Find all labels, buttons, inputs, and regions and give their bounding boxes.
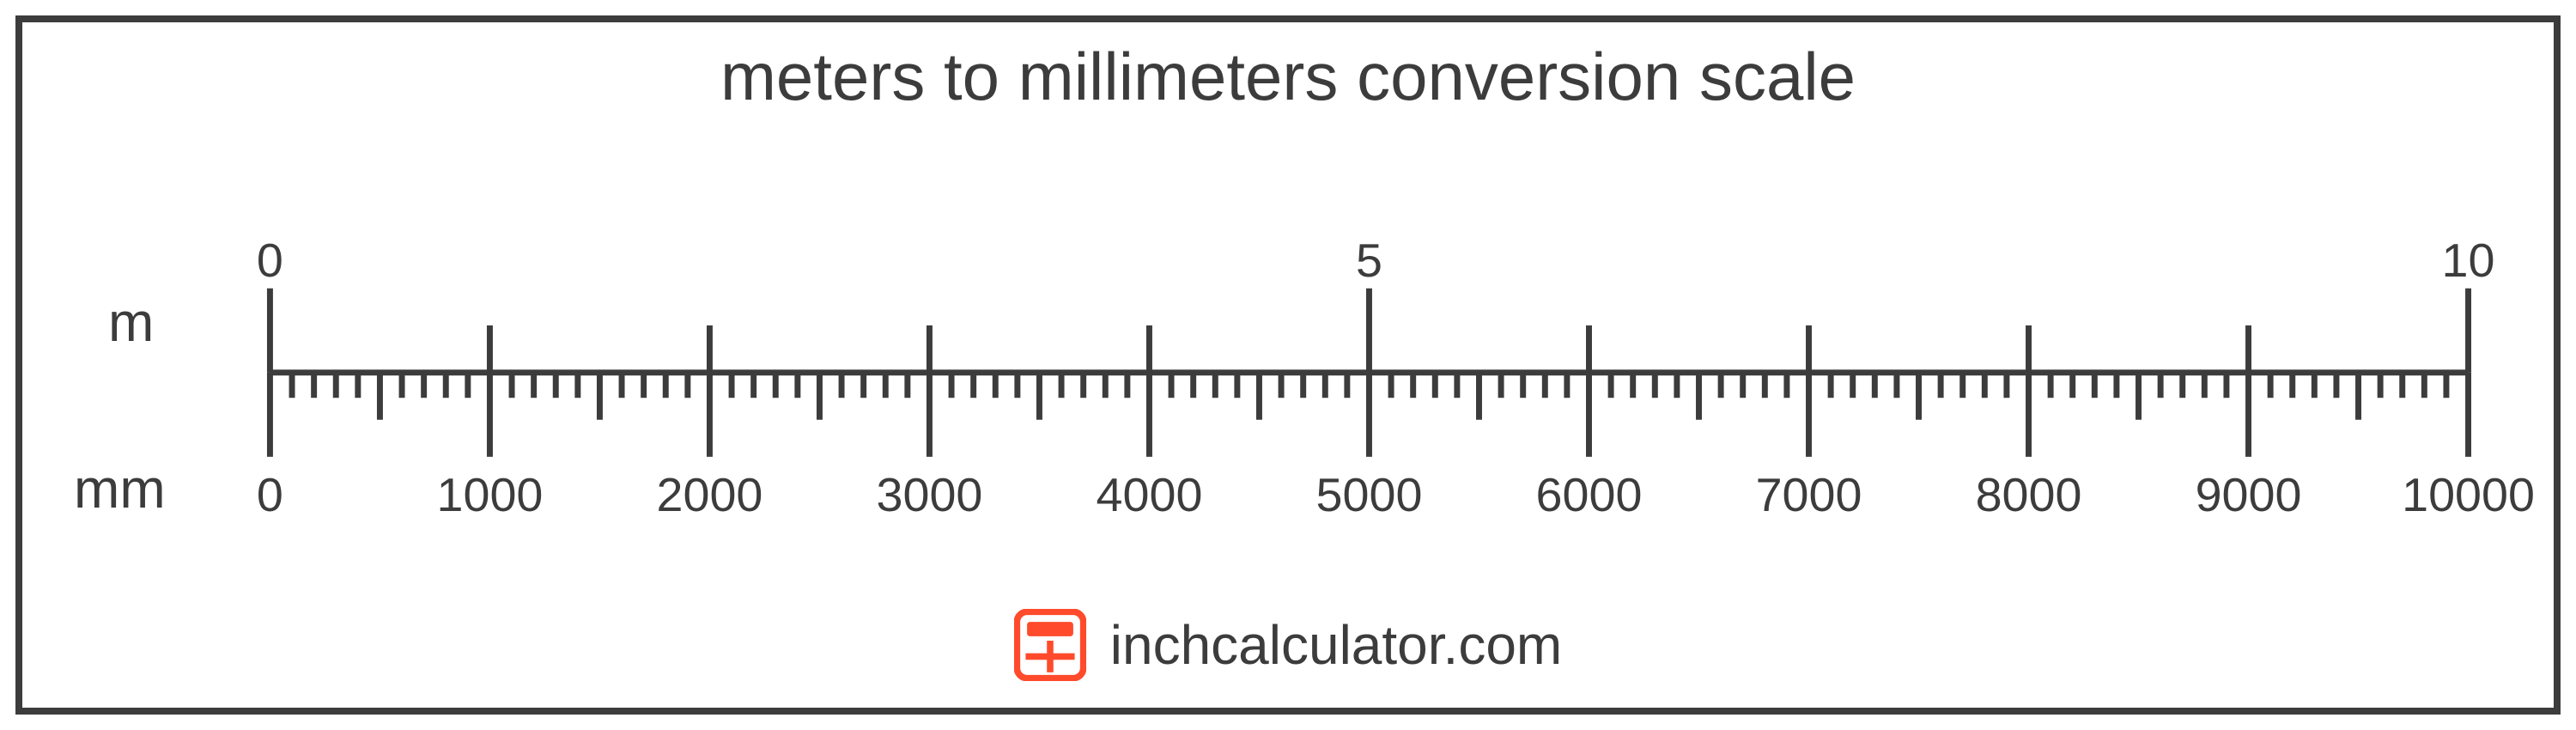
svg-text:5: 5 (1356, 234, 1382, 287)
svg-text:3000: 3000 (877, 468, 983, 521)
calculator-icon (1014, 609, 1086, 681)
ruler-container: 0 5 10 0 1000 2000 3000 4000 5000 6000 7000 8000 900… (22, 22, 2554, 708)
svg-text:5000: 5000 (1316, 468, 1423, 521)
svg-text:6000: 6000 (1536, 468, 1643, 521)
brand-text: inchcalculator.com (1110, 613, 1562, 677)
svg-text:9000: 9000 (2196, 468, 2302, 521)
footer: inchcalculator.com (22, 609, 2554, 685)
svg-text:10000: 10000 (2402, 468, 2535, 521)
svg-text:0: 0 (257, 468, 283, 521)
svg-text:2000: 2000 (657, 468, 763, 521)
unit-label-bottom: mm (74, 457, 166, 520)
svg-text:7000: 7000 (1756, 468, 1862, 521)
diagram-frame: meters to millimeters conversion scale 0… (15, 15, 2561, 715)
svg-text:4000: 4000 (1097, 468, 1203, 521)
svg-text:8000: 8000 (1976, 468, 2082, 521)
svg-text:0: 0 (257, 234, 283, 287)
svg-text:10: 10 (2442, 234, 2495, 287)
svg-text:1000: 1000 (437, 468, 544, 521)
ruler-svg: 0 5 10 0 1000 2000 3000 4000 5000 6000 7000 8000 900… (22, 22, 2554, 708)
unit-label-top: m (108, 290, 154, 354)
